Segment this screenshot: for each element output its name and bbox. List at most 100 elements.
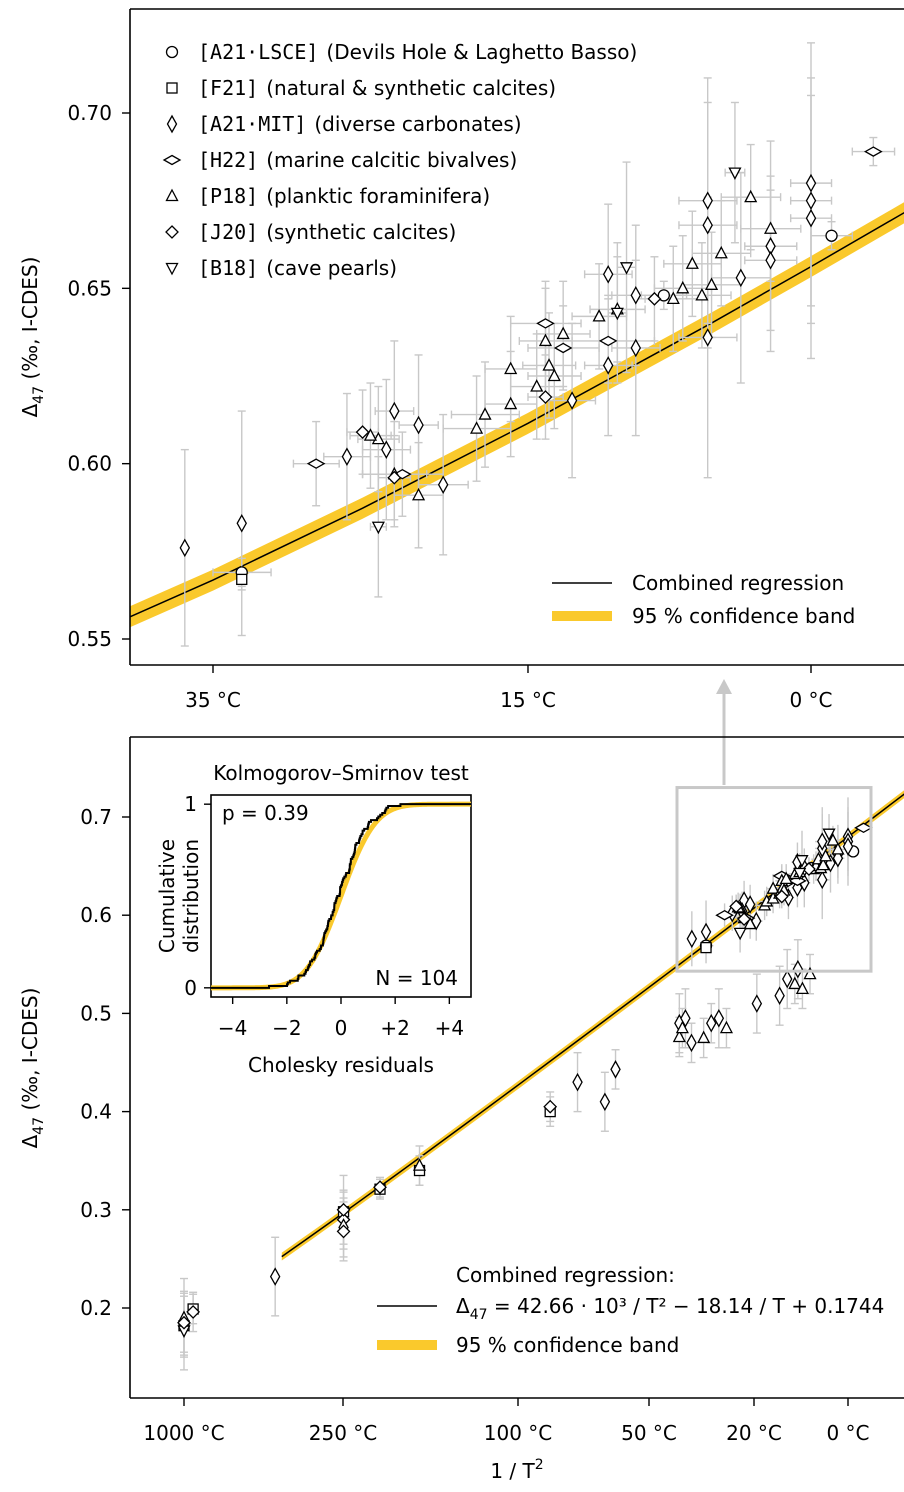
ks-inset: Kolmogorov–Smirnov test −4 −2 0 +2 +4 0 1 p = … [155, 761, 472, 1077]
bottom-cluster-point-triangle-up [819, 848, 833, 862]
legend-entry-desc: (synthetic calcites) [266, 220, 456, 244]
legend-entry-desc: (natural & synthetic calcites) [266, 76, 556, 100]
legend-entry-desc: (cave pearls) [266, 256, 397, 280]
bottom-point-thin-diamond [713, 1008, 725, 1028]
top-point-triangle-up [695, 287, 709, 301]
top-point-square [236, 573, 248, 586]
bottom-point-triangle-up [803, 966, 817, 980]
legend-entry-label: [B18] (cave pearls) [198, 256, 397, 280]
legend-eq-sub: 47 [470, 1307, 488, 1323]
top-point-wide-diamond [864, 146, 883, 157]
top-point-wide-diamond [306, 458, 326, 469]
inset-y-label-line2: distribution [179, 839, 203, 953]
top-point-thin-diamond [413, 415, 424, 435]
bottom-ytick-label: 0.7 [80, 805, 112, 829]
bottom-point-thin-diamond [781, 969, 793, 989]
top-point-thin-diamond [437, 475, 449, 495]
top-point-thin-diamond [389, 401, 400, 421]
bottom-xtick-label: 0 °C [826, 1421, 869, 1445]
bottom-xlabel-sup: 2 [535, 1457, 544, 1473]
top-point-thin-diamond [566, 391, 578, 410]
bottom-cluster-point-triangle-down [733, 927, 747, 941]
legend-eq-rest: = 42.66 · 10³ / T² − 18.14 / T + 0.1744 [488, 1294, 885, 1318]
legend-entry-label: [A21·LSCE] (Devils Hole & Laghetto Basso) [198, 40, 637, 64]
bottom-plot-area [177, 786, 904, 1371]
zoom-connector [716, 679, 732, 785]
bottom-point-thin-diamond [572, 1072, 583, 1092]
legend-entry-label: [J20] (synthetic calcites) [198, 220, 456, 244]
top-ytick-label: 0.55 [67, 627, 112, 651]
top-y-ticks: 0.55 0.60 0.65 0.70 [67, 101, 130, 651]
legend-entry-code: [A21·LSCE] [198, 40, 318, 64]
top-point-triangle-up [478, 407, 492, 420]
bottom-point-thin-diamond [686, 1033, 697, 1053]
legend-marker-square [166, 82, 178, 94]
legend-marker-triangle-up [165, 188, 179, 202]
legend-combined-title: Combined regression: [456, 1263, 675, 1287]
top-point-circle [825, 229, 838, 242]
top-point-thin-diamond [702, 191, 713, 210]
legend-entry-label: [A21·MIT] (diverse carbonates) [198, 112, 522, 136]
legend-entry-label: [P18] (planktic foraminifera) [198, 184, 490, 208]
legend-entry-code: [B18] [198, 256, 258, 280]
top-point-thin-diamond [805, 208, 817, 228]
legend-entry-label: [H22] (marine calcitic bivalves) [198, 148, 517, 172]
legend-entry-code: [H22] [198, 148, 258, 172]
top-point-thin-diamond [630, 286, 642, 305]
top-point-diamond [387, 470, 402, 485]
bottom-cluster-point-square [700, 941, 712, 954]
top-point-triangle-down [728, 167, 742, 181]
bottom-point-diamond [336, 1202, 351, 1217]
zoom-box [675, 786, 873, 973]
top-point-thin-diamond [805, 191, 817, 210]
bottom-point-triangle-up [719, 1020, 734, 1034]
top-confidence-band [130, 202, 904, 628]
top-point-triangle-up [504, 361, 518, 375]
bottom-point-thin-diamond [751, 994, 763, 1013]
inset-title: Kolmogorov–Smirnov test [213, 761, 469, 785]
top-point-thin-diamond [702, 328, 713, 347]
bottom-y-axis-label: Δ47 (‰, I-CDES) [18, 988, 47, 1149]
bottom-point-thin-diamond [610, 1060, 621, 1079]
top-point-triangle-up [714, 245, 728, 259]
inset-empirical-cdf [211, 803, 471, 989]
bottom-point-thin-diamond [706, 1013, 717, 1033]
bottom-ylabel-sub: 47 [31, 1117, 47, 1135]
inset-xtick-label: 0 [335, 1016, 348, 1040]
top-point-diamond [538, 390, 553, 404]
inset-xtick-label: −4 [218, 1016, 247, 1040]
bottom-ytick-label: 0.4 [80, 1100, 112, 1124]
bottom-ytick-label: 0.5 [80, 1001, 112, 1025]
bottom-ylabel-rest: (‰, I-CDES) [18, 988, 42, 1117]
bottom-cluster-point-triangle-up [779, 871, 793, 885]
bottom-point-triangle-up [788, 976, 802, 990]
top-point-diamond [355, 425, 370, 440]
bottom-cluster-point-triangle-up [766, 881, 780, 894]
top-point-thin-diamond [735, 268, 747, 288]
top-point-thin-diamond [602, 356, 614, 375]
bottom-xlabel-main: 1 / T [490, 1459, 535, 1483]
top-point-diamond [647, 291, 662, 306]
bottom-cluster-point-triangle-up [831, 842, 845, 855]
bottom-ytick-label: 0.3 [80, 1198, 112, 1222]
top-point-thin-diamond [341, 447, 353, 466]
bottom-cluster-point-wide-diamond [715, 909, 734, 921]
inset-xtick-label: +4 [435, 1016, 464, 1040]
top-point-triangle-down [619, 262, 634, 275]
bottom-xtick-label: 100 °C [484, 1421, 553, 1445]
top-point-circle [657, 289, 670, 302]
top-ylabel-main: Δ [18, 403, 42, 417]
bottom-cluster-point-triangle-up [826, 833, 840, 846]
bottom-point-triangle-up [697, 1030, 711, 1044]
bottom-cluster-point-thin-diamond [816, 870, 828, 890]
inset-xtick-label: +2 [380, 1016, 409, 1040]
bottom-cluster-point-thin-diamond [816, 832, 828, 851]
top-ylabel-rest: (‰, I-CDES) [18, 257, 42, 386]
top-point-triangle-up [676, 280, 690, 294]
bottom-regression-legend: Combined regression: Δ47 = 42.66 · 10³ /… [377, 1263, 884, 1357]
bottom-point-thin-diamond [792, 959, 804, 979]
top-point-wide-diamond [598, 335, 618, 347]
bottom-point-triangle-up [795, 981, 809, 994]
bottom-y-ticks: 0.2 0.3 0.4 0.5 0.6 0.7 [80, 805, 130, 1320]
inset-ytick-label: 1 [184, 792, 197, 816]
